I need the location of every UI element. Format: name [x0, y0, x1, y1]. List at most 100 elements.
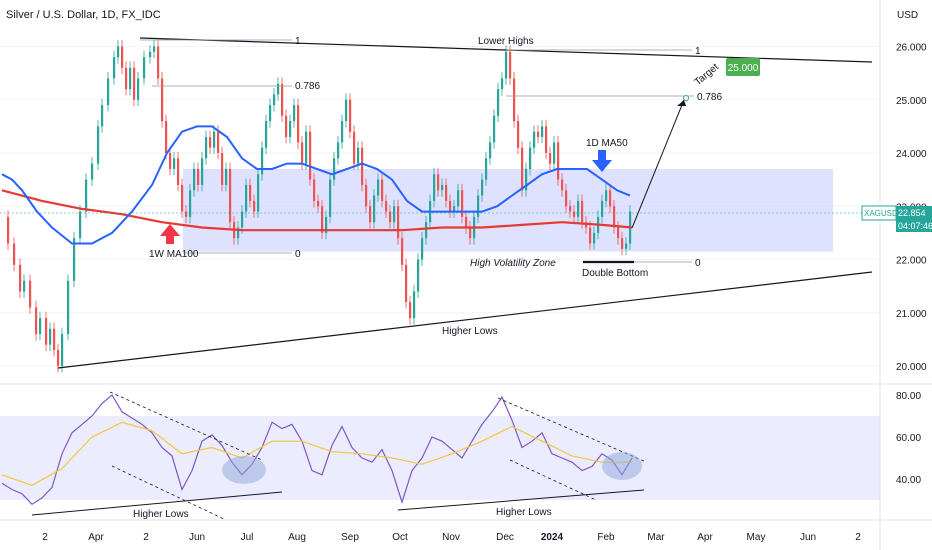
candle-body — [617, 227, 620, 239]
candle-body — [561, 179, 564, 191]
candle-body — [433, 174, 436, 201]
x-tick-label: 2024 — [541, 532, 564, 543]
candle-body — [565, 190, 568, 207]
rsi-channel-top-right — [497, 397, 647, 463]
rsi-highlight-left — [222, 456, 266, 484]
fib-0786-left: 0.786 — [295, 81, 320, 92]
candle-body — [169, 153, 172, 169]
candle-body — [385, 200, 388, 212]
target-box — [726, 58, 760, 76]
candle-body — [209, 137, 212, 148]
candle-body — [121, 46, 124, 68]
x-tick-label: Jul — [241, 532, 254, 543]
candle-body — [569, 206, 572, 212]
x-tick-label: Jun — [800, 532, 816, 543]
candle-body — [441, 184, 444, 191]
candle-body — [337, 142, 340, 159]
x-tick-label: Apr — [88, 532, 104, 543]
candle-body — [45, 318, 48, 345]
price-tag-countdown: 04:07:46 — [898, 221, 932, 231]
candle-body — [401, 238, 404, 265]
candle-body — [107, 78, 110, 106]
candle-body — [193, 168, 196, 191]
high-volatility-zone-label: High Volatility Zone — [470, 258, 556, 269]
candle-body — [601, 200, 604, 217]
x-axis: 2 Apr 2 Jun Jul Aug Sep Oct Nov Dec 2024 Feb Mar Apr M… — [42, 532, 861, 543]
candle-body — [449, 200, 452, 212]
candle-body — [321, 206, 324, 233]
candle-body — [477, 195, 480, 217]
candle-body — [229, 168, 232, 223]
candle-body — [265, 121, 268, 148]
price-tick-label: 25.000 — [896, 96, 927, 107]
candle-body — [137, 78, 140, 100]
candle-body — [53, 328, 56, 351]
candle-body — [249, 184, 252, 201]
candle-body — [345, 99, 348, 122]
candle-body — [67, 280, 70, 335]
candle-body — [517, 121, 520, 148]
x-tick-label: Sep — [341, 532, 359, 543]
high-volatility-zone — [183, 168, 833, 252]
target-box-value: 25.000 — [728, 63, 759, 74]
candle-body — [197, 168, 200, 185]
candle-body — [97, 126, 100, 164]
fib-0-right: 0 — [695, 258, 701, 269]
candle-body — [241, 211, 244, 228]
price-tag-bg — [896, 206, 932, 232]
candle-body — [173, 158, 176, 169]
x-tick-label: Aug — [288, 532, 306, 543]
rsi-ma-line — [1, 421, 632, 486]
x-tick-label: 2 — [42, 532, 48, 543]
candle-body — [217, 131, 220, 153]
candle-body — [39, 318, 42, 335]
candle-body — [393, 206, 396, 223]
candle-body — [281, 83, 284, 116]
candle-body — [213, 131, 216, 148]
chart-title: Silver / U.S. Dollar, 1D, FX_IDC — [6, 9, 161, 21]
x-tick-label: 2 — [143, 532, 149, 543]
rsi-higher-lows-left — [31, 491, 283, 516]
candle-body — [505, 51, 508, 79]
candle-body — [205, 137, 208, 159]
candle-body — [437, 174, 440, 191]
candle-body — [501, 78, 504, 90]
candle-body — [589, 227, 592, 244]
price-tick-label: 22.000 — [896, 256, 927, 267]
lower-highs-label: Lower Highs — [478, 36, 534, 47]
rsi-channel-bottom-right — [509, 459, 597, 501]
candle-body — [545, 126, 548, 153]
candle-body — [293, 105, 296, 122]
candle-body — [413, 291, 416, 319]
price-tick-label: 21.000 — [896, 309, 927, 320]
candle-body — [593, 232, 596, 244]
x-tick-label: 2 — [855, 532, 861, 543]
candle-body — [101, 105, 104, 127]
x-tick-label: May — [747, 532, 766, 543]
candle-body — [117, 46, 120, 58]
candle-body — [493, 115, 496, 143]
ma100-label: 1W MA100 — [149, 249, 199, 260]
candle-body — [257, 174, 260, 212]
fib-1-right: 1 — [695, 46, 701, 57]
candle-body — [525, 168, 528, 191]
candle-body — [85, 179, 88, 212]
rsi-tick-label: 60.00 — [896, 433, 921, 444]
candle-body — [91, 163, 94, 180]
candle-body — [409, 302, 412, 319]
candle-body — [221, 153, 224, 185]
candle-body — [305, 131, 308, 164]
candle-body — [333, 158, 336, 180]
x-tick-label: Mar — [647, 532, 665, 543]
price-candles — [7, 40, 632, 373]
candle-body — [157, 46, 160, 79]
candle-body — [189, 190, 192, 217]
candle-body — [421, 238, 424, 260]
candle-body — [201, 158, 204, 185]
ma50-label: 1D MA50 — [586, 138, 628, 149]
candle-body — [23, 280, 26, 292]
candle-body — [553, 142, 556, 164]
candle-body — [57, 350, 60, 366]
candle-body — [521, 147, 524, 191]
